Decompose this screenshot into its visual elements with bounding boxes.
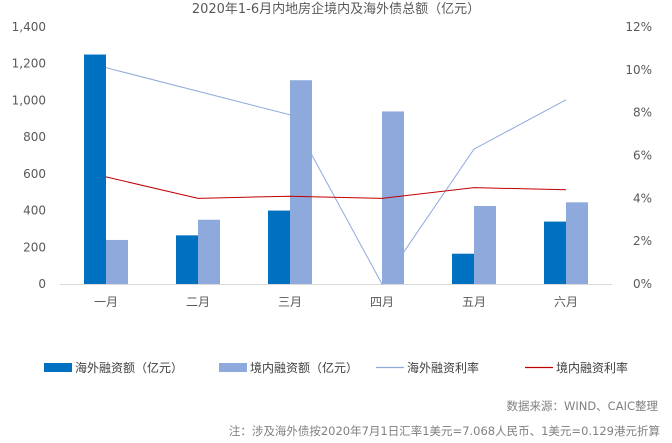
y-tick-label: 1,200 xyxy=(12,57,46,71)
y-tick-label: 1,400 xyxy=(12,20,46,34)
y2-tick-label: 8% xyxy=(633,106,652,120)
y2-tick-label: 12% xyxy=(625,20,652,34)
y2-tick-label: 0% xyxy=(633,277,652,291)
y2-tick-label: 6% xyxy=(633,149,652,163)
bar xyxy=(84,54,106,285)
x-tick-label: 一月 xyxy=(94,295,118,309)
chart-title: 2020年1-6月内地房企境内及海外债总额（亿元） xyxy=(192,1,480,17)
lines xyxy=(105,67,567,285)
bar xyxy=(544,221,566,284)
bar xyxy=(382,111,404,284)
tick-labels: 0 200 400 600 800 1,000 1,200 1,400 0% 2% 4% 6% 8% 10… xyxy=(12,20,652,309)
y-tick-label: 600 xyxy=(23,167,46,181)
y-tick-label: 200 xyxy=(23,240,46,254)
bar xyxy=(452,253,474,284)
legend-label: 海外融资利率 xyxy=(407,360,479,375)
bar xyxy=(268,210,290,284)
source-note: 数据来源：WIND、CAIC整理 xyxy=(506,399,658,413)
bar xyxy=(290,80,312,284)
x-tick-label: 二月 xyxy=(186,295,210,309)
x-tick-label: 三月 xyxy=(278,295,302,309)
y-tick-label: 800 xyxy=(23,130,46,144)
bars xyxy=(84,54,588,285)
x-tick-label: 五月 xyxy=(462,295,486,309)
bar xyxy=(474,205,496,284)
y-tick-label: 0 xyxy=(38,277,46,291)
footnote: 注：涉及海外债按2020年7月1日汇率1美元=7.068人民币、1美元=0.12… xyxy=(228,424,660,438)
y-tick-label: 1,000 xyxy=(12,93,46,107)
x-tick-label: 四月 xyxy=(370,295,394,309)
legend-label: 境内融资额（亿元） xyxy=(250,360,358,375)
bar xyxy=(198,219,220,284)
legend-label: 海外融资额（亿元） xyxy=(75,360,183,375)
series-line xyxy=(105,176,567,199)
legend-swatch xyxy=(44,363,72,372)
legend-label: 境内融资利率 xyxy=(556,360,628,375)
bar xyxy=(106,239,128,284)
series-line xyxy=(105,67,567,285)
bar xyxy=(176,235,198,284)
y2-tick-label: 4% xyxy=(633,191,652,205)
y-tick-label: 400 xyxy=(23,204,46,218)
legend: 海外融资额（亿元） 境内融资额（亿元） 海外融资利率 境内融资利率 xyxy=(44,360,628,375)
legend-swatch xyxy=(219,363,247,372)
x-tick-label: 六月 xyxy=(554,295,578,309)
y2-tick-label: 2% xyxy=(633,234,652,248)
y2-tick-label: 10% xyxy=(625,63,652,77)
bar xyxy=(566,202,588,284)
